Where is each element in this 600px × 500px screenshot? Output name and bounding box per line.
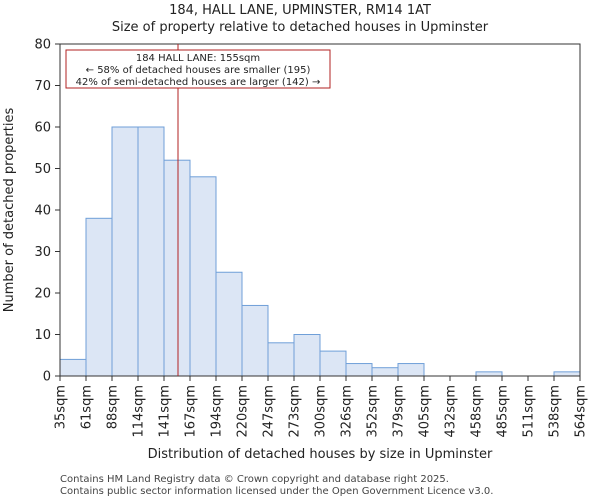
- y-axis-label: Number of detached properties: [2, 108, 17, 313]
- bar-194sqm: [215, 271, 243, 377]
- x-tick-label: 379sqm: [392, 385, 407, 438]
- chart-title-line2: Size of property relative to detached ho…: [112, 20, 489, 35]
- annotation-line3: 42% of semi-detached houses are larger (…: [76, 77, 321, 88]
- bars-group: [59, 126, 581, 377]
- x-axis-label: Distribution of detached houses by size …: [148, 447, 493, 462]
- y-tick-label: 50: [34, 162, 51, 177]
- x-tick-label: 405sqm: [418, 385, 433, 438]
- y-tick-label: 40: [34, 204, 51, 219]
- bar-247sqm: [267, 342, 295, 377]
- chart-title-line1: 184, HALL LANE, UPMINSTER, RM14 1AT: [169, 3, 431, 18]
- plot-frame: [59, 43, 581, 377]
- bar-220sqm: [241, 304, 269, 377]
- x-ticks-group: 35sqm 61sqm 88sqm 114sqm 141sqm 167sqm 194sqm 2…: [54, 376, 589, 438]
- annotation-box: [65, 49, 331, 89]
- y-ticks-group: 0 10 20 30 40 50 60 70 80: [34, 38, 60, 385]
- bar-114sqm: [137, 126, 165, 377]
- bar-273sqm: [293, 334, 321, 377]
- bar-141sqm: [163, 159, 191, 377]
- x-tick-label: 273sqm: [288, 385, 303, 438]
- x-tick-label: 432sqm: [444, 385, 459, 438]
- x-tick-label: 300sqm: [314, 385, 329, 438]
- annotation-line2: ← 58% of detached houses are smaller (19…: [86, 65, 311, 76]
- bar-167sqm: [189, 176, 217, 377]
- y-tick-label: 80: [34, 38, 51, 53]
- bar-35sqm: [59, 358, 87, 377]
- x-tick-label: 220sqm: [236, 385, 251, 438]
- x-tick-label: 88sqm: [106, 385, 121, 429]
- bar-88sqm: [111, 126, 139, 377]
- bar-300sqm: [319, 350, 347, 377]
- x-tick-label: 458sqm: [470, 385, 485, 438]
- x-tick-label: 35sqm: [54, 385, 69, 429]
- x-tick-label: 114sqm: [132, 385, 147, 438]
- bar-352sqm: [371, 367, 399, 377]
- bar-379sqm: [397, 363, 425, 377]
- x-tick-label: 167sqm: [184, 385, 199, 438]
- footer-line1: Contains HM Land Registry data © Crown c…: [60, 474, 449, 485]
- x-tick-label: 485sqm: [496, 385, 511, 438]
- y-tick-label: 60: [34, 121, 51, 136]
- x-tick-label: 564sqm: [574, 385, 589, 438]
- footer-line2: Contains public sector information licen…: [60, 486, 493, 497]
- x-tick-label: 194sqm: [210, 385, 225, 438]
- y-tick-label: 10: [34, 328, 51, 343]
- x-tick-label: 61sqm: [80, 385, 95, 429]
- x-tick-label: 326sqm: [340, 385, 355, 438]
- y-tick-label: 0: [43, 370, 51, 385]
- y-tick-label: 20: [34, 287, 51, 302]
- bar-458sqm: [475, 371, 503, 377]
- y-tick-label: 30: [34, 245, 51, 260]
- x-tick-label: 141sqm: [158, 385, 173, 438]
- y-tick-label: 70: [34, 79, 51, 94]
- x-tick-label: 352sqm: [366, 385, 381, 438]
- x-tick-label: 247sqm: [262, 385, 277, 438]
- x-tick-label: 538sqm: [548, 385, 563, 438]
- bar-61sqm: [85, 217, 113, 377]
- annotation-line1: 184 HALL LANE: 155sqm: [136, 53, 260, 64]
- bar-326sqm: [345, 363, 373, 377]
- bar-538sqm: [553, 371, 581, 377]
- x-tick-label: 511sqm: [522, 385, 537, 438]
